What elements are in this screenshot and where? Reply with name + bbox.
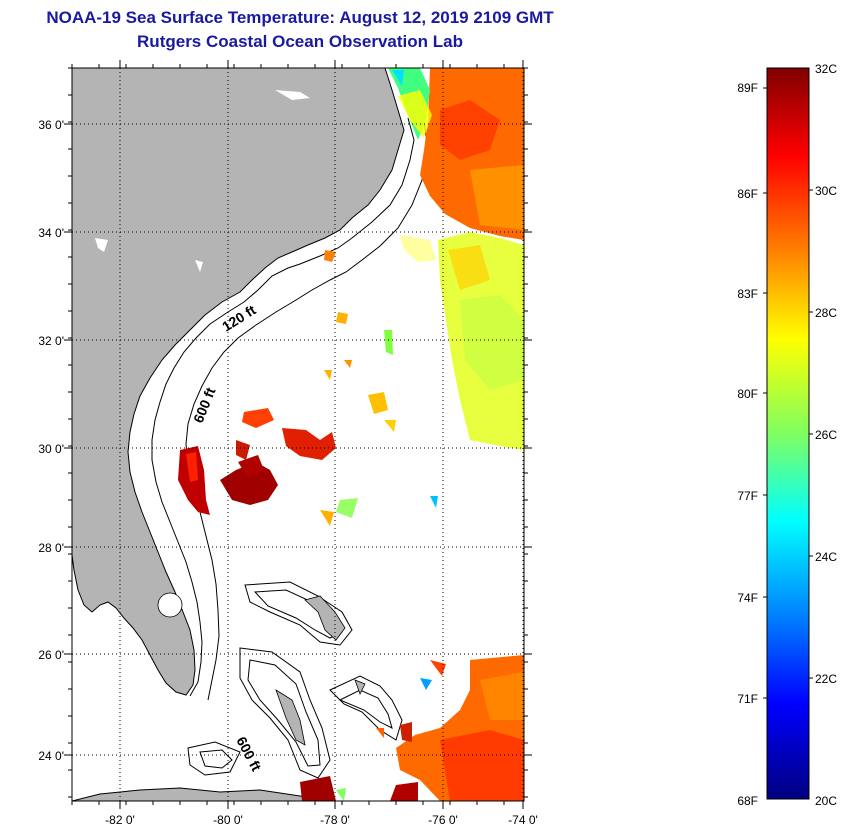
cb-c-label: 28C (815, 306, 837, 320)
lake (275, 90, 310, 100)
cb-f-label: 74F (737, 591, 758, 605)
longitude-labels: -82 0' -80 0' -78 0' -76 0' -74 0' (105, 813, 538, 827)
lon-label: -82 0' (105, 813, 135, 827)
cb-f-label: 71F (737, 692, 758, 706)
cb-c-label: 32C (815, 62, 837, 76)
colorbar-fahrenheit-labels: 89F 86F 83F 80F 77F 74F 71F 68F (737, 81, 758, 808)
lat-label: 34 0' (38, 226, 64, 240)
cb-f-label: 83F (737, 287, 758, 301)
colorbar (766, 67, 810, 800)
colorbar-celsius-labels: 32C 30C 28C 26C 24C 22C 20C (815, 62, 837, 808)
lat-label: 26 0' (38, 648, 64, 662)
lon-label: -76 0' (428, 813, 458, 827)
cb-f-label: 86F (737, 187, 758, 201)
graticule (72, 68, 524, 801)
lake-okeechobee (157, 592, 183, 618)
cb-f-label: 68F (737, 794, 758, 808)
cb-f-label: 89F (737, 81, 758, 95)
lon-label: -74 0' (508, 813, 538, 827)
cb-c-label: 26C (815, 428, 837, 442)
map-subtitle: Rutgers Coastal Ocean Observation Lab (137, 32, 463, 51)
lat-label: 28 0' (38, 541, 64, 555)
colorbar-ticks (763, 87, 813, 699)
bahamas-banks (187, 581, 403, 779)
lat-label: 36 0' (38, 118, 64, 132)
map-ticks (64, 60, 532, 809)
cb-c-label: 30C (815, 184, 837, 198)
lake (195, 260, 203, 272)
lake (95, 238, 108, 252)
lat-label: 32 0' (38, 334, 64, 348)
sst-data (178, 68, 524, 801)
cb-c-label: 20C (815, 794, 837, 808)
contour-600ft-line (185, 95, 429, 701)
lat-label: 30 0' (38, 442, 64, 456)
land-mainland (72, 68, 405, 696)
map-title: NOAA-19 Sea Surface Temperature: August … (46, 8, 554, 27)
lat-label: 24 0' (38, 749, 64, 763)
contour-120ft-line (151, 117, 415, 697)
cb-c-label: 22C (815, 672, 837, 686)
lon-label: -80 0' (213, 813, 243, 827)
cb-f-label: 77F (737, 489, 758, 503)
latitude-labels: 36 0' 34 0' 32 0' 30 0' 28 0' 26 0' 24 0… (38, 118, 64, 763)
cb-c-label: 24C (815, 550, 837, 564)
map-content (72, 68, 524, 801)
lon-label: -78 0' (320, 813, 350, 827)
map-frame (71, 67, 525, 802)
cb-f-label: 80F (737, 387, 758, 401)
